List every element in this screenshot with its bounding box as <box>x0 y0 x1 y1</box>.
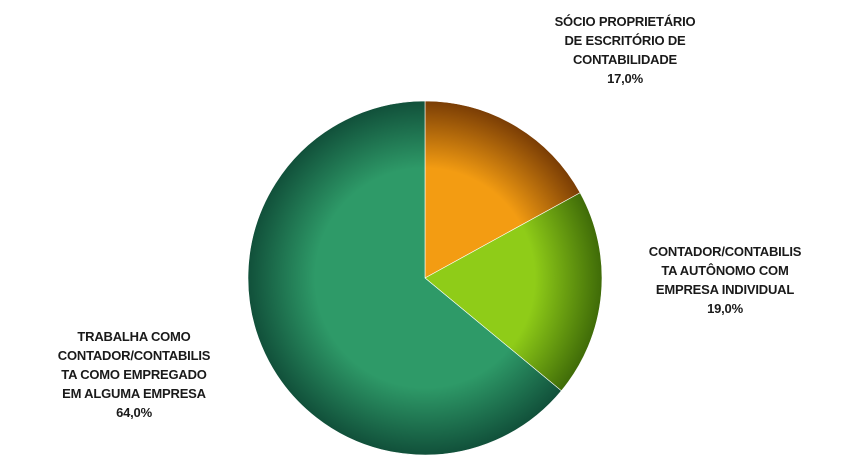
slice-label-line: TA COMO EMPREGADO <box>61 367 207 382</box>
slice-label-line: TA AUTÔNOMO COM <box>661 263 789 278</box>
slice-label-line: CONTADOR/CONTABILIS <box>57 348 211 363</box>
pie-slice-1 <box>424 192 603 392</box>
slice-label-socio-proprietario: SÓCIO PROPRIETÁRIO DE ESCRITÓRIO DE CONT… <box>505 12 745 88</box>
slice-label-line: EM ALGUMA EMPRESA <box>62 386 206 401</box>
slice-label-line: SÓCIO PROPRIETÁRIO <box>554 14 696 29</box>
pie-slice-2 <box>247 100 562 456</box>
slice-label-line: CONTADOR/CONTABILIS <box>648 244 802 259</box>
pie-slices <box>247 100 603 456</box>
slice-label-line: EMPRESA INDIVIDUAL <box>655 282 795 297</box>
slice-value-label: 17,0% <box>607 71 643 86</box>
slice-label-line: DE ESCRITÓRIO DE <box>564 33 686 48</box>
pie-slice-0 <box>424 100 581 279</box>
slice-label-line: TRABALHA COMO <box>77 329 191 344</box>
slice-value-label: 64,0% <box>116 405 152 420</box>
slice-label-autonomo: CONTADOR/CONTABILIS TA AUTÔNOMO COM EMPR… <box>600 242 850 318</box>
slice-value-label: 19,0% <box>707 301 743 316</box>
slice-label-empregado: TRABALHA COMO CONTADOR/CONTABILIS TA COM… <box>0 327 268 422</box>
slice-label-line: CONTABILIDADE <box>572 52 678 67</box>
